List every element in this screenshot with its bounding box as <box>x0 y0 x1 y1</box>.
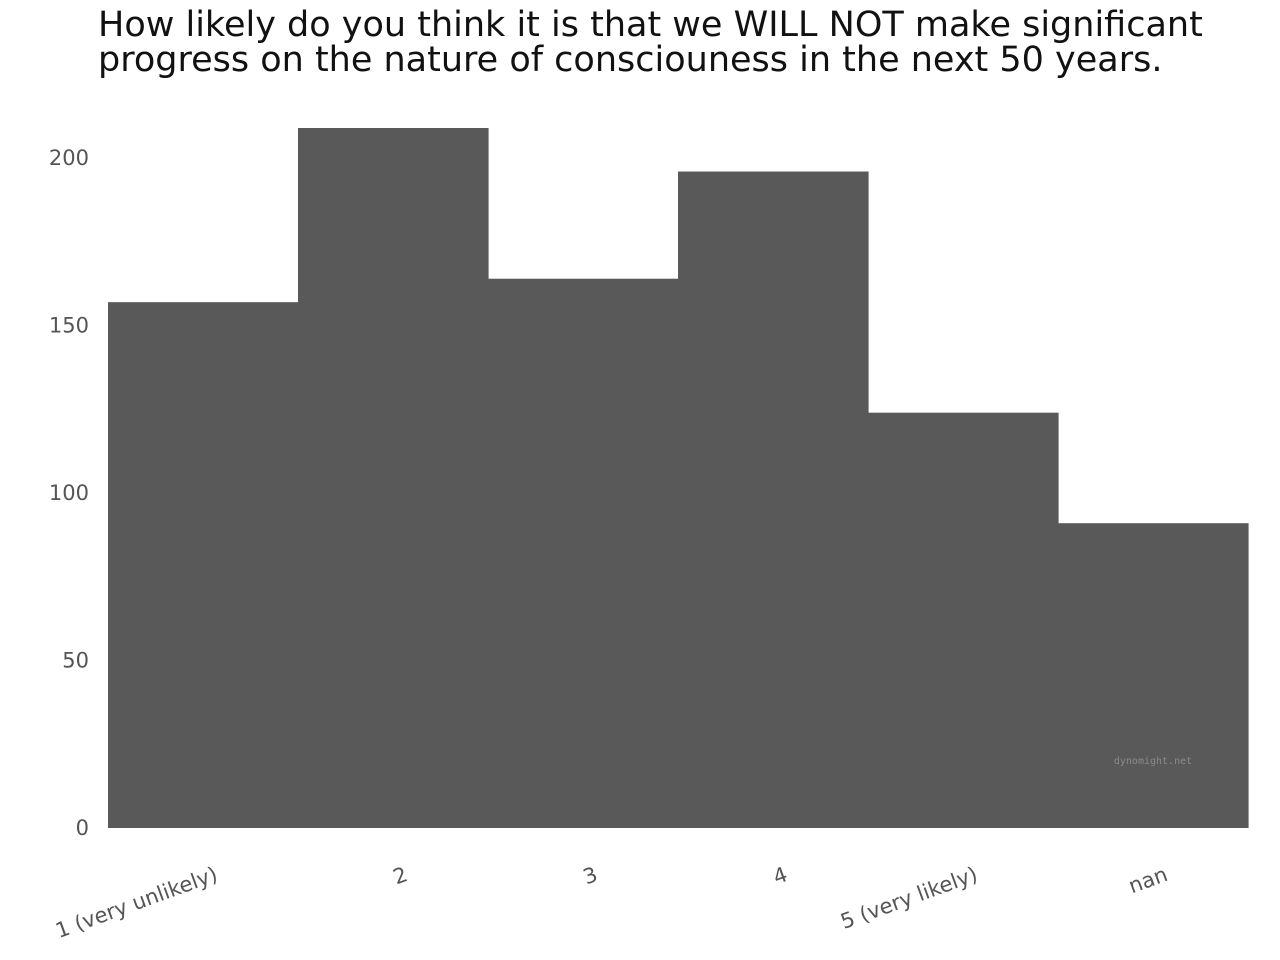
y-tick-label: 50 <box>62 649 89 673</box>
chart-title: How likely do you think it is that we WI… <box>98 5 1203 80</box>
bar-4 <box>678 171 869 829</box>
y-axis-ticks: 0 50 100 150 200 <box>49 146 89 840</box>
bar-1 <box>108 302 299 828</box>
x-tick-label: 3 <box>580 862 601 889</box>
bar-2 <box>298 128 489 828</box>
y-tick-label: 200 <box>49 146 89 170</box>
x-tick-label: 1 (very unlikely) <box>52 862 220 943</box>
bars-group <box>108 128 1249 829</box>
watermark-text: dynomight.net <box>1114 756 1192 767</box>
y-tick-label: 100 <box>49 481 89 505</box>
x-tick-label: 4 <box>770 862 791 889</box>
bar-3 <box>488 278 679 828</box>
x-tick-label: nan <box>1125 862 1170 898</box>
y-tick-label: 150 <box>49 314 89 338</box>
x-axis-ticks: 1 (very unlikely) 2 3 4 5 (very likely) nan <box>52 862 1170 943</box>
y-tick-label: 0 <box>76 816 89 840</box>
x-tick-label: 5 (very likely) <box>837 862 980 934</box>
x-tick-label: 2 <box>390 862 411 889</box>
bar-6 <box>1058 523 1249 828</box>
bar-5 <box>868 412 1059 828</box>
